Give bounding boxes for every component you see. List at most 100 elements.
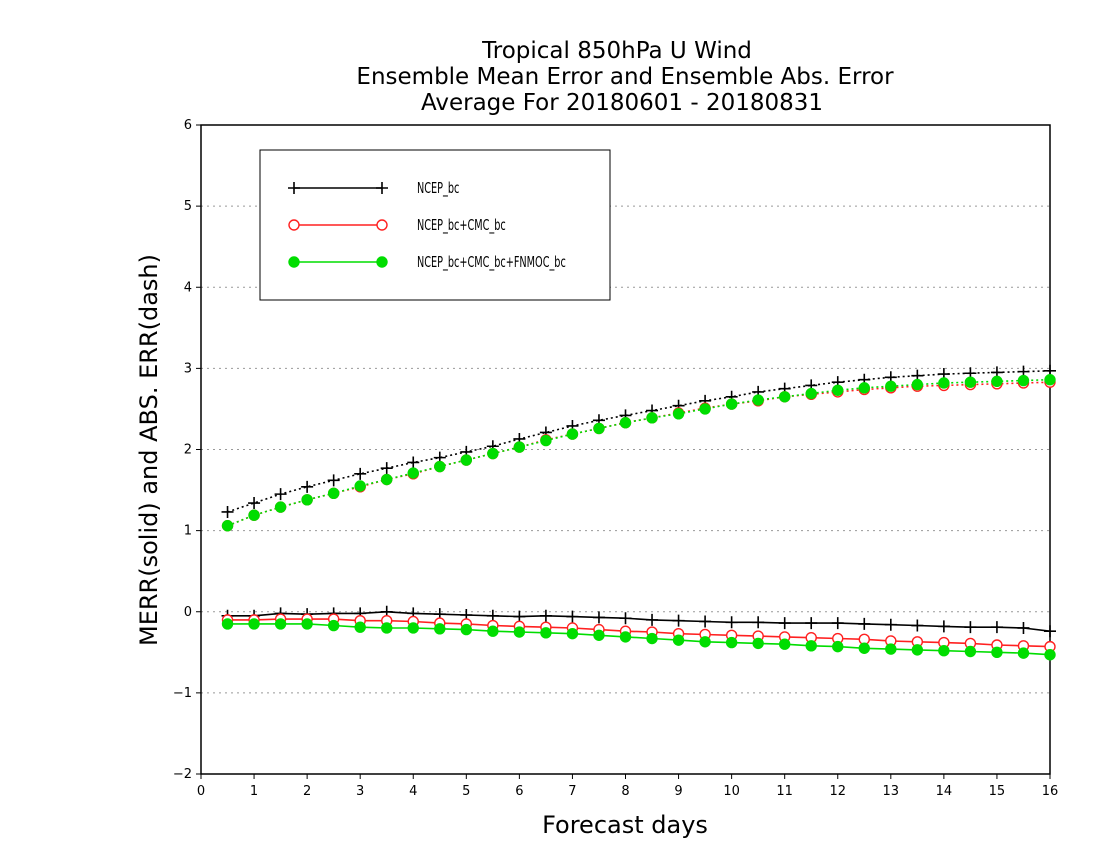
abs-err-point-ncep-bc-cmc-bc-fnmoc-bc <box>381 473 393 486</box>
abs-err-point-ncep-bc-cmc-bc-fnmoc-bc <box>1017 374 1030 387</box>
x-tick-label: 13 <box>883 784 900 799</box>
merr-point-ncep-bc-cmc-bc-fnmoc-bc <box>725 636 738 649</box>
chart-title: Tropical 850hPa U Wind Ensemble Mean Err… <box>356 38 894 116</box>
y-tick-label: 1 <box>184 524 192 539</box>
abs-err-point-ncep-bc-cmc-bc-fnmoc-bc <box>354 480 366 492</box>
abs-err-point-ncep-bc-cmc-bc-fnmoc-bc <box>487 447 499 460</box>
abs-err-point-ncep-bc-cmc-bc-fnmoc-bc <box>832 384 844 396</box>
abs-err-point-ncep-bc <box>274 488 287 501</box>
merr-line-ncep-bc-cmc-bc-fnmoc-bc <box>227 623 1051 656</box>
merr-point-ncep-bc <box>1044 625 1056 638</box>
merr-point-ncep-bc <box>937 620 950 633</box>
legend-marker-ncep-bc-cmc-bc-fnmoc-bc <box>288 256 300 268</box>
abs-err-point-ncep-bc-cmc-bc-fnmoc-bc <box>699 403 711 415</box>
merr-point-ncep-bc-cmc-bc-fnmoc-bc <box>221 618 234 630</box>
abs-err-point-ncep-bc-cmc-bc-fnmoc-bc <box>248 509 260 521</box>
merr-point-ncep-bc <box>646 613 659 626</box>
abs-err-point-ncep-bc <box>301 480 314 493</box>
merr-point-ncep-bc-cmc-bc-fnmoc-bc <box>248 618 260 630</box>
x-tick-label: 14 <box>936 784 953 799</box>
abs-err-point-ncep-bc-cmc-bc-fnmoc-bc <box>964 376 977 388</box>
x-tick-label: 1 <box>250 784 258 799</box>
merr-point-ncep-bc-cmc-bc-fnmoc-bc <box>885 643 897 655</box>
x-tick-label: 0 <box>197 784 205 799</box>
merr-point-ncep-bc-cmc-bc-fnmoc-bc <box>460 623 473 636</box>
merr-point-ncep-bc-cmc-bc-fnmoc-bc <box>1017 647 1030 659</box>
x-tick-label: 3 <box>356 784 364 799</box>
abs-err-line-ncep-bc <box>227 370 1051 513</box>
abs-err-line-ncep-bc-cmc-bc <box>227 381 1051 527</box>
x-tick-label: 12 <box>829 784 846 799</box>
abs-err-point-ncep-bc-cmc-bc-fnmoc-bc <box>725 398 738 410</box>
merr-point-ncep-bc <box>513 610 526 623</box>
abs-err-point-ncep-bc-cmc-bc-fnmoc-bc <box>858 382 870 394</box>
y-tick-label: 0 <box>184 605 192 620</box>
x-tick-label: 10 <box>723 784 740 799</box>
merr-point-ncep-bc-cmc-bc-fnmoc-bc <box>407 622 419 634</box>
merr-point-ncep-bc-cmc-bc-fnmoc-bc <box>619 631 632 643</box>
legend-marker-ncep-bc-cmc-bc <box>376 219 388 231</box>
merr-point-ncep-bc-cmc-bc-fnmoc-bc <box>354 621 366 633</box>
merr-point-ncep-bc <box>805 617 818 630</box>
x-tick-label: 8 <box>621 784 629 799</box>
abs-err-point-ncep-bc-cmc-bc-fnmoc-bc <box>778 391 791 403</box>
merr-point-ncep-bc-cmc-bc-fnmoc-bc <box>938 644 950 657</box>
legend-label-ncep-bc: NCEP_bc <box>417 180 459 197</box>
abs-err-point-ncep-bc-cmc-bc-fnmoc-bc <box>752 394 764 406</box>
abs-err-point-ncep-bc-cmc-bc-fnmoc-bc <box>911 378 924 391</box>
merr-point-ncep-bc <box>566 610 579 623</box>
merr-line-ncep-bc-cmc-bc <box>227 618 1051 648</box>
merr-point-ncep-bc-cmc-bc-fnmoc-bc <box>646 632 658 645</box>
title-line-2: Ensemble Mean Error and Ensemble Abs. Er… <box>356 64 894 90</box>
abs-err-point-ncep-bc-cmc-bc-fnmoc-bc <box>460 454 473 466</box>
merr-point-ncep-bc-cmc-bc-fnmoc-bc <box>540 627 552 639</box>
merr-point-ncep-bc-cmc-bc-fnmoc-bc <box>858 642 870 654</box>
abs-err-point-ncep-bc <box>248 497 261 510</box>
abs-err-point-ncep-bc <box>327 474 340 487</box>
title-line-1: Tropical 850hPa U Wind <box>481 38 752 64</box>
x-axis-ticks: 0 1 2 3 4 5 6 7 8 9 10 11 12 13 14 15 16 <box>197 774 1058 799</box>
y-axis-ticks: −2 −1 0 1 2 3 4 5 6 <box>173 118 201 782</box>
abs-err-line-ncep-bc-cmc-bc-fnmoc-bc <box>227 378 1051 527</box>
series-lines <box>221 364 1056 661</box>
merr-point-ncep-bc <box>964 621 977 634</box>
abs-err-point-ncep-bc-cmc-bc-fnmoc-bc <box>221 520 234 532</box>
y-tick-label: 6 <box>184 118 192 133</box>
merr-point-ncep-bc-cmc-bc-fnmoc-bc <box>434 623 446 635</box>
abs-err-point-ncep-bc-cmc-bc-fnmoc-bc <box>327 487 340 500</box>
legend-marker-ncep-bc-cmc-bc <box>288 219 300 231</box>
merr-point-ncep-bc-cmc-bc-fnmoc-bc <box>566 627 579 640</box>
merr-point-ncep-bc <box>619 612 632 625</box>
x-tick-label: 7 <box>568 784 576 799</box>
merr-point-ncep-bc-cmc-bc-fnmoc-bc <box>991 646 1003 659</box>
merr-point-ncep-bc-cmc-bc-fnmoc-bc <box>381 622 393 634</box>
merr-point-ncep-bc <box>884 618 897 631</box>
abs-err-point-ncep-bc-cmc-bc-fnmoc-bc <box>274 501 287 513</box>
merr-point-ncep-bc <box>1017 621 1030 634</box>
abs-err-point-ncep-bc-cmc-bc-fnmoc-bc <box>1044 374 1056 386</box>
abs-err-point-ncep-bc-cmc-bc-fnmoc-bc <box>991 375 1003 388</box>
merr-point-ncep-bc <box>725 616 738 629</box>
merr-point-ncep-bc-cmc-bc-fnmoc-bc <box>752 637 764 650</box>
legend-marker-ncep-bc <box>376 182 388 194</box>
merr-point-ncep-bc-cmc-bc-fnmoc-bc <box>911 644 924 656</box>
abs-err-point-ncep-bc-cmc-bc-fnmoc-bc <box>434 460 446 473</box>
x-tick-label: 5 <box>462 784 470 799</box>
x-tick-label: 15 <box>989 784 1006 799</box>
abs-err-point-ncep-bc-cmc-bc-fnmoc-bc <box>646 412 658 424</box>
merr-point-ncep-bc-cmc-bc-fnmoc-bc <box>964 645 977 658</box>
abs-err-point-ncep-bc-cmc-bc-fnmoc-bc <box>672 408 685 420</box>
abs-err-point-ncep-bc-cmc-bc-fnmoc-bc <box>938 377 950 389</box>
merr-point-ncep-bc-cmc-bc-fnmoc-bc <box>274 618 287 630</box>
merr-point-ncep-bc-cmc-bc-fnmoc-bc <box>805 640 817 652</box>
legend-label-ncep-bc-cmc-bc-fnmoc-bc: NCEP_bc+CMC_bc+FNMOC_bc <box>417 254 566 271</box>
abs-err-point-ncep-bc <box>221 505 234 518</box>
legend: NCEP_bc NCEP_bc+CMC_bc NCEP_bc+CMC_bc+FNMO… <box>259 149 611 301</box>
merr-point-ncep-bc <box>911 619 924 632</box>
merr-point-ncep-bc <box>778 617 791 630</box>
merr-point-ncep-bc <box>672 614 685 627</box>
abs-err-point-ncep-bc-cmc-bc-fnmoc-bc <box>619 417 632 429</box>
abs-err-point-ncep-bc-cmc-bc-fnmoc-bc <box>566 428 579 440</box>
x-tick-label: 16 <box>1042 784 1059 799</box>
